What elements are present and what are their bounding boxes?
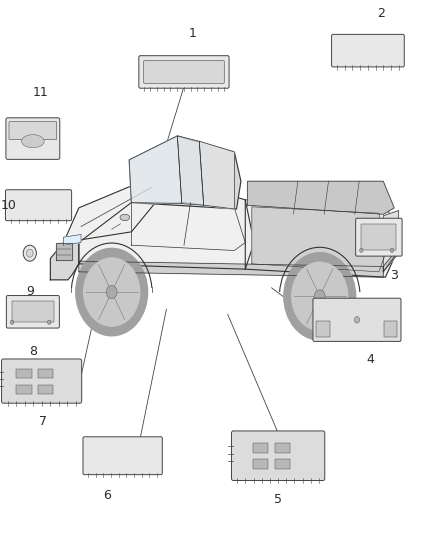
Polygon shape <box>129 136 241 209</box>
Bar <box>275 459 290 469</box>
Bar <box>275 443 290 453</box>
Polygon shape <box>199 141 234 209</box>
Circle shape <box>23 245 36 261</box>
FancyBboxPatch shape <box>6 295 60 328</box>
FancyBboxPatch shape <box>231 431 325 481</box>
Polygon shape <box>383 211 399 272</box>
Text: 6: 6 <box>103 489 111 502</box>
FancyBboxPatch shape <box>356 219 402 256</box>
Circle shape <box>374 233 383 244</box>
Text: 3: 3 <box>390 269 398 282</box>
Polygon shape <box>129 136 182 204</box>
Text: 7: 7 <box>39 415 47 427</box>
Text: 5: 5 <box>274 493 282 506</box>
FancyBboxPatch shape <box>139 56 229 88</box>
Bar <box>316 321 329 337</box>
Polygon shape <box>64 235 81 245</box>
Polygon shape <box>131 203 245 251</box>
FancyBboxPatch shape <box>9 122 57 140</box>
Polygon shape <box>50 243 79 280</box>
Circle shape <box>84 258 140 326</box>
Polygon shape <box>383 245 401 272</box>
Circle shape <box>284 253 356 340</box>
Text: 11: 11 <box>32 86 48 99</box>
Circle shape <box>360 248 363 253</box>
Circle shape <box>292 262 348 330</box>
Text: 10: 10 <box>1 199 17 212</box>
Bar <box>384 321 397 337</box>
Polygon shape <box>177 136 204 205</box>
FancyBboxPatch shape <box>332 34 404 67</box>
Polygon shape <box>247 181 394 214</box>
Circle shape <box>76 248 148 336</box>
Circle shape <box>314 290 325 303</box>
Bar <box>38 385 53 394</box>
Circle shape <box>27 249 33 257</box>
Polygon shape <box>79 181 254 269</box>
Circle shape <box>390 248 394 253</box>
Circle shape <box>10 320 14 324</box>
Bar <box>38 369 53 378</box>
FancyBboxPatch shape <box>313 298 401 341</box>
Circle shape <box>47 320 51 324</box>
Bar <box>12 302 53 322</box>
Circle shape <box>106 286 117 298</box>
FancyBboxPatch shape <box>83 437 162 475</box>
Bar <box>16 369 32 378</box>
Polygon shape <box>56 243 72 260</box>
Text: 2: 2 <box>377 7 385 20</box>
Text: 8: 8 <box>29 345 37 358</box>
Text: 1: 1 <box>189 27 197 40</box>
Ellipse shape <box>120 214 130 221</box>
Bar <box>253 459 268 469</box>
Ellipse shape <box>21 135 44 148</box>
FancyBboxPatch shape <box>144 60 224 83</box>
Bar <box>16 385 32 394</box>
FancyBboxPatch shape <box>6 118 60 159</box>
Bar <box>361 224 396 250</box>
Polygon shape <box>64 179 158 243</box>
Text: 9: 9 <box>26 285 34 298</box>
Circle shape <box>354 317 360 323</box>
Bar <box>253 443 268 453</box>
Polygon shape <box>245 200 399 277</box>
Polygon shape <box>79 261 383 277</box>
Text: 4: 4 <box>366 353 374 366</box>
FancyBboxPatch shape <box>2 359 81 403</box>
FancyBboxPatch shape <box>5 190 71 221</box>
Polygon shape <box>252 207 388 272</box>
